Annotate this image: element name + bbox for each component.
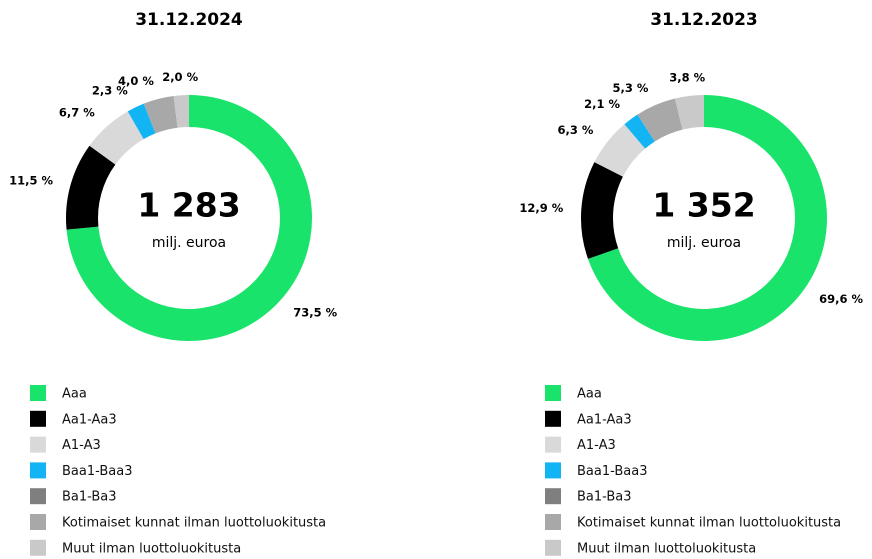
value-label: 3,8 % bbox=[669, 71, 705, 85]
center-label: milj. euroa bbox=[152, 235, 226, 251]
legend-swatch bbox=[30, 488, 46, 505]
donut-segment bbox=[637, 98, 683, 142]
value-label: 69,6 % bbox=[819, 292, 863, 306]
legend-swatch bbox=[30, 385, 46, 401]
value-label: 4,0 % bbox=[118, 74, 154, 88]
legend-swatch bbox=[30, 410, 46, 427]
legend-label: Baa1-Baa3 bbox=[577, 464, 647, 479]
legend-swatch bbox=[545, 410, 561, 427]
center-value: 1 352 bbox=[652, 186, 755, 225]
value-label: 2,1 % bbox=[584, 97, 620, 111]
legend-label: Muut ilman luottoluokitusta bbox=[577, 541, 756, 556]
legend-label: Kotimaiset kunnat ilman luottoluokitusta bbox=[577, 516, 841, 531]
value-label: 2,0 % bbox=[162, 70, 198, 84]
legend-label: Aa1-Aa3 bbox=[62, 412, 117, 427]
legend-swatch bbox=[545, 462, 561, 479]
value-label: 6,3 % bbox=[558, 123, 594, 137]
legend-label: Baa1-Baa3 bbox=[62, 464, 132, 479]
center-label: milj. euroa bbox=[667, 235, 741, 251]
chart-title: 31.12.2024 bbox=[135, 10, 243, 30]
legend-label: Kotimaiset kunnat ilman luottoluokitusta bbox=[62, 516, 326, 531]
legend-swatch bbox=[545, 436, 561, 453]
value-label: 11,5 % bbox=[9, 173, 53, 187]
center-value: 1 283 bbox=[137, 186, 240, 225]
donut-segment bbox=[173, 95, 189, 128]
legend-label: Aaa bbox=[62, 387, 87, 402]
value-label: 73,5 % bbox=[293, 305, 337, 319]
legend-swatch bbox=[545, 514, 561, 530]
legend-swatch bbox=[30, 514, 46, 530]
legend-swatch bbox=[545, 385, 561, 401]
legend-swatch bbox=[30, 436, 46, 453]
donut-segment bbox=[89, 111, 144, 165]
value-label: 6,7 % bbox=[59, 106, 95, 120]
legend-swatch bbox=[30, 539, 46, 556]
donut-segment bbox=[581, 162, 623, 259]
donut-segment bbox=[143, 95, 178, 134]
value-label: 2,3 % bbox=[92, 83, 128, 97]
donut-segment bbox=[66, 145, 116, 230]
legend-label: A1-A3 bbox=[577, 438, 616, 453]
legend-label: Aaa bbox=[577, 387, 602, 402]
donut-segment bbox=[127, 103, 156, 140]
legend-swatch bbox=[545, 488, 561, 505]
legend-label: Ba1-Ba3 bbox=[577, 490, 632, 505]
donut-segment bbox=[594, 124, 646, 177]
value-label: 5,3 % bbox=[613, 81, 649, 95]
legend-label: Aa1-Aa3 bbox=[577, 412, 632, 427]
legend-label: Muut ilman luottoluokitusta bbox=[62, 541, 241, 556]
legend-label: Ba1-Ba3 bbox=[62, 490, 117, 505]
donut-segment bbox=[624, 114, 655, 149]
value-label: 12,9 % bbox=[519, 201, 563, 215]
donut-segment bbox=[674, 95, 704, 130]
legend-swatch bbox=[30, 462, 46, 479]
legend-label: A1-A3 bbox=[62, 438, 101, 453]
legend-swatch bbox=[545, 539, 561, 556]
chart-title: 31.12.2023 bbox=[650, 10, 758, 30]
